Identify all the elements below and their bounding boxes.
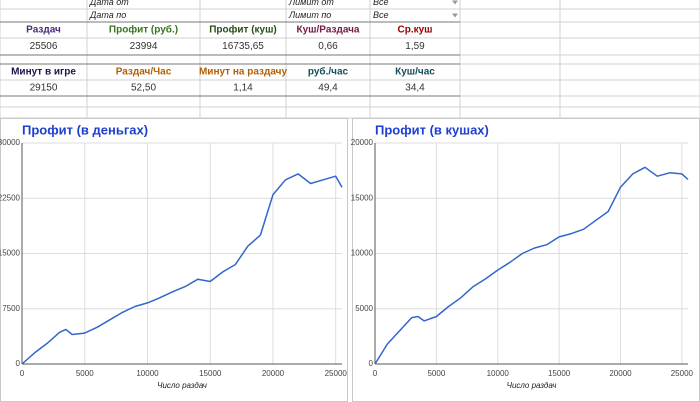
column-header: Ср.куш [397, 25, 432, 36]
cell-value: 52,50 [131, 83, 156, 94]
x-axis-label: Число раздач [157, 381, 207, 390]
y-tick-label: 0 [16, 359, 21, 368]
column-header: Минут в игре [11, 67, 76, 78]
y-tick-label: 15000 [0, 249, 21, 258]
y-tick-label: 7500 [2, 304, 20, 313]
column-header: Минут на раздачу [199, 67, 287, 78]
y-tick-label: 0 [369, 359, 374, 368]
x-tick-label: 15000 [548, 369, 571, 378]
cell-value: 34,4 [405, 83, 425, 94]
filter-label: Дата от [89, 0, 129, 7]
x-tick-label: 5000 [76, 369, 94, 378]
x-axis-label: Число раздач [507, 381, 557, 390]
y-tick-label: 30000 [0, 138, 21, 147]
y-tick-label: 22500 [0, 193, 21, 202]
x-tick-label: 10000 [136, 369, 159, 378]
x-tick-label: 15000 [199, 369, 222, 378]
y-tick-label: 15000 [351, 193, 374, 202]
cell-value: 23994 [130, 41, 158, 52]
dropdown-arrow [452, 13, 458, 18]
x-tick-label: 0 [20, 369, 25, 378]
filter-label: Лимит от [288, 0, 334, 7]
column-header: Раздач [26, 25, 61, 36]
cell-value: 0,66 [318, 41, 338, 52]
cell-value: 16735,65 [222, 41, 264, 52]
x-tick-label: 10000 [487, 369, 510, 378]
y-tick-label: 5000 [355, 304, 373, 313]
chart-frame [352, 118, 700, 402]
filter-label: Дата по [89, 10, 126, 20]
x-tick-label: 20000 [262, 369, 285, 378]
cell-value: 25506 [30, 41, 58, 52]
filter-value: Все [373, 0, 389, 7]
cell-value: 49,4 [318, 83, 338, 94]
filter-label: Лимит по [288, 10, 331, 20]
y-tick-label: 10000 [351, 249, 374, 258]
x-tick-label: 0 [373, 369, 378, 378]
data-line [374, 166, 689, 365]
column-header: руб./час [308, 66, 349, 78]
y-tick-label: 20000 [351, 138, 374, 147]
cell-value: 29150 [30, 83, 58, 94]
column-header: Профит (куш) [209, 24, 277, 36]
chart-title: Профит (в деньгах) [22, 122, 148, 137]
x-tick-label: 25000 [325, 369, 348, 378]
filter-value: Все [373, 10, 389, 20]
chart-title: Профит (в кушах) [375, 122, 489, 137]
x-tick-label: 20000 [609, 369, 632, 378]
cell-value: 1,14 [233, 83, 253, 94]
dropdown-arrow [452, 0, 458, 5]
column-header: Куш/час [395, 67, 435, 78]
chart-frame [0, 118, 348, 402]
x-tick-label: 25000 [671, 369, 694, 378]
data-line [21, 173, 343, 365]
column-header: Раздач/Час [116, 67, 172, 78]
x-tick-label: 5000 [427, 369, 445, 378]
cell-value: 1,59 [405, 41, 425, 52]
column-header: Куш/Раздача [297, 25, 360, 36]
column-header: Профит (руб.) [109, 24, 178, 36]
